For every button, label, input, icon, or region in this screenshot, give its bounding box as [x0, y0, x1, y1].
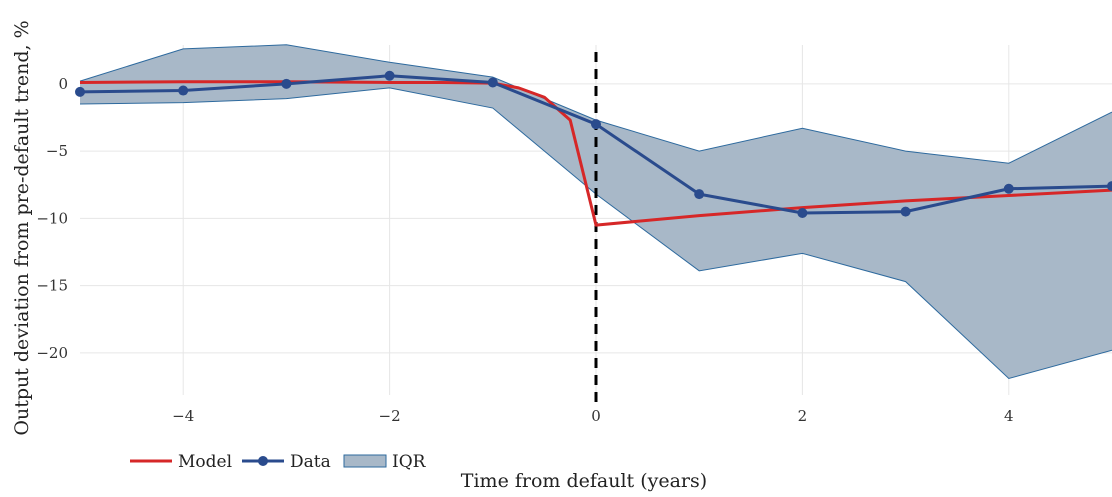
y-tick-label: −20	[36, 344, 68, 362]
data-point	[797, 207, 808, 218]
legend-data-marker	[258, 456, 268, 466]
x-tick-label: −4	[172, 407, 194, 425]
legend-iqr-swatch	[343, 454, 387, 468]
data-series	[75, 70, 1112, 218]
data-point	[487, 77, 498, 88]
y-axis-ticks: 0 −5 −10 −15 −20	[36, 75, 68, 362]
x-tick-label: 4	[1004, 407, 1014, 425]
legend-data-label: Data	[290, 452, 331, 472]
legend-iqr-label: IQR	[392, 452, 427, 472]
data-point	[281, 78, 292, 89]
x-tick-label: 2	[798, 407, 808, 425]
data-point	[591, 119, 601, 130]
y-axis-title: Output deviation from pre-default trend,…	[11, 20, 33, 435]
x-axis-title: Time from default (years)	[461, 470, 707, 492]
y-tick-label: −5	[46, 142, 68, 160]
y-tick-label: 0	[58, 75, 68, 93]
x-tick-label: −2	[379, 407, 401, 425]
data-point	[1003, 183, 1014, 194]
data-point	[900, 206, 911, 217]
y-tick-label: −10	[36, 209, 68, 227]
data-point	[75, 86, 85, 97]
data-point	[694, 189, 705, 200]
data-point	[384, 70, 395, 81]
x-axis-ticks: −4 −2 0 2 4	[172, 407, 1013, 425]
legend: Model Data IQR	[130, 452, 427, 472]
data-point	[178, 85, 189, 96]
y-tick-label: −15	[36, 277, 68, 295]
data-point	[1107, 181, 1112, 192]
legend-model-label: Model	[178, 452, 232, 472]
x-tick-label: 0	[591, 407, 601, 425]
